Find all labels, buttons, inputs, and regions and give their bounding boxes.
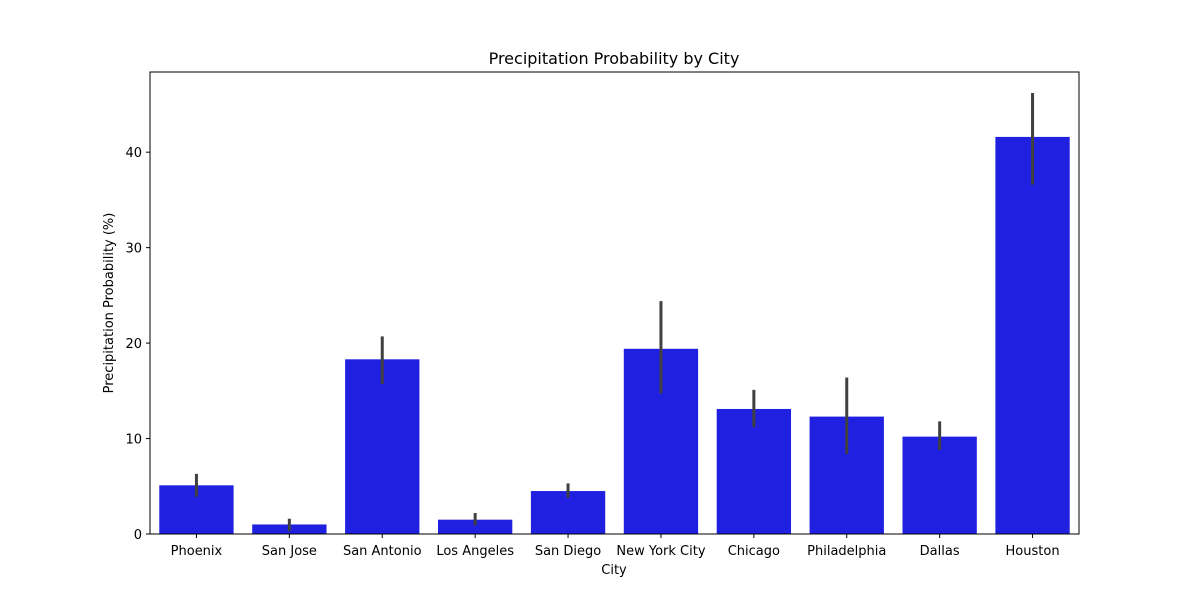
- x-axis-label: City: [601, 563, 627, 578]
- error-bars-group: [194, 93, 1035, 532]
- y-tick-label: 20: [125, 337, 142, 352]
- plot-frame: [149, 71, 1080, 535]
- bar-san-diego: [530, 491, 606, 534]
- x-axis: Phoenix San Jose San Antonio Los Angeles San…: [171, 534, 1060, 559]
- x-tick-label: Dallas: [920, 544, 960, 559]
- y-tick-label: 40: [125, 146, 142, 161]
- y-tick-label: 0: [134, 528, 142, 543]
- y-axis: 0 10 20 30 40: [125, 146, 150, 543]
- bars-group: [159, 136, 1070, 534]
- x-tick-label: San Jose: [262, 544, 317, 559]
- y-axis-label: Precipitation Probability (%): [102, 213, 117, 394]
- chart-title: Precipitation Probability by City: [489, 49, 740, 68]
- y-tick-label: 30: [125, 242, 142, 257]
- x-tick-label: Houston: [1006, 544, 1060, 559]
- x-tick-label: New York City: [616, 544, 705, 559]
- x-tick-label: Los Angeles: [436, 544, 514, 559]
- x-tick-label: Chicago: [728, 544, 780, 559]
- bar-chicago: [716, 408, 792, 534]
- bar-houston: [995, 136, 1070, 534]
- y-tick-label: 10: [125, 433, 142, 448]
- bar-san-antonio: [345, 359, 420, 534]
- x-tick-label: Philadelphia: [807, 544, 886, 559]
- x-tick-label: Phoenix: [171, 544, 223, 559]
- x-tick-label: San Diego: [535, 544, 601, 559]
- bar-los-angeles: [437, 519, 513, 534]
- bar-dallas: [902, 436, 977, 534]
- x-tick-label: San Antonio: [343, 544, 422, 559]
